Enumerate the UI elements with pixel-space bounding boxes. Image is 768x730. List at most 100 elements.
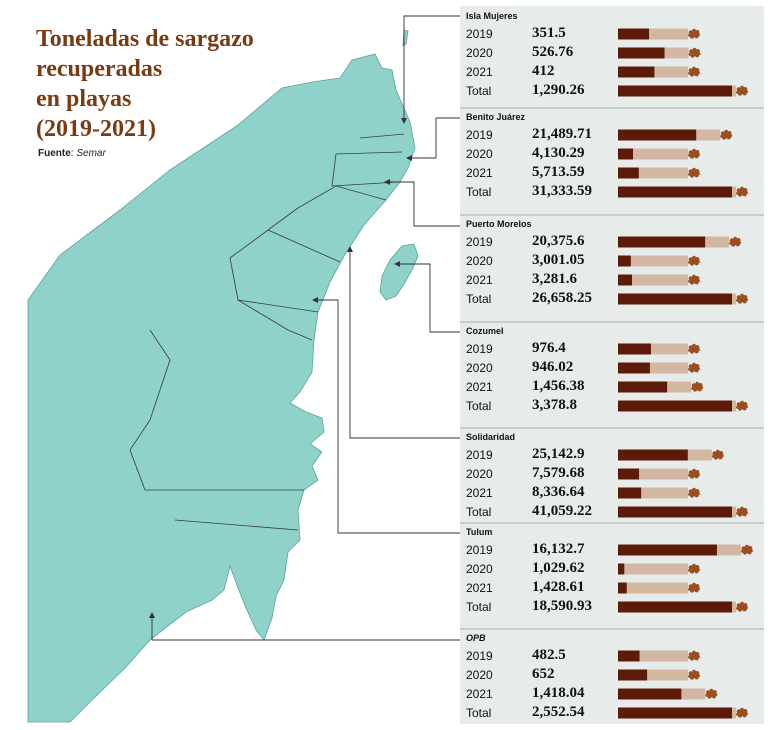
bar (618, 400, 732, 412)
year-label: 2020 (466, 46, 493, 60)
sargassum-blob-part (692, 563, 696, 568)
year-label: 2021 (466, 687, 493, 701)
year-label: 2020 (466, 467, 493, 481)
municipality-title: Isla Mujeres (466, 11, 518, 21)
sargassum-blob-part (736, 188, 741, 193)
sargassum-blob-part (736, 607, 739, 610)
value-label: 7,579.68 (532, 465, 585, 481)
sargassum-blob-part (738, 406, 742, 411)
bar (618, 688, 682, 700)
sargassum-blob-part (688, 261, 691, 264)
bar-track (618, 148, 688, 160)
sargassum-blob-part (695, 276, 700, 281)
sargassum-blob-part (695, 584, 700, 589)
sargassum-icon (688, 487, 700, 498)
sargassum-blob-part (736, 402, 741, 407)
sargassum-icon (691, 381, 704, 392)
bar (618, 582, 627, 594)
year-label: 2020 (466, 361, 493, 375)
value-label: 26,658.25 (532, 290, 592, 306)
sargassum-blob-part (698, 383, 703, 388)
sargassum-blob-part (690, 173, 694, 178)
sargassum-blob-part (692, 274, 696, 279)
sargassum-blob-part (707, 694, 712, 699)
sargassum-icon (688, 28, 700, 39)
sargassum-blob-part (688, 493, 691, 496)
year-label: 2021 (466, 581, 493, 595)
sargassum-blob-part (697, 153, 700, 157)
sargassum-blob-part (692, 28, 696, 33)
year-label: 2019 (466, 448, 493, 462)
sargassum-blob-part (745, 511, 748, 515)
value-label: 25,142.9 (532, 446, 585, 462)
year-label: 2021 (466, 380, 493, 394)
chart-title: Toneladas de sargazo recuperadas en play… (36, 24, 326, 144)
year-label: Total (466, 706, 492, 720)
source-label: Fuente (38, 148, 71, 159)
sargassum-blob-part (692, 343, 696, 348)
sargassum-blob-part (688, 68, 693, 73)
sargassum-blob-part (745, 298, 748, 302)
quintana-roo-map (27, 15, 460, 723)
sargassum-blob-part (688, 588, 691, 591)
value-label: 1,428.61 (532, 579, 585, 595)
value-label: 976.4 (532, 340, 566, 356)
municipality-title: OPB (466, 633, 486, 643)
sargassum-icon (688, 255, 700, 266)
sargassum-blob-part (690, 675, 694, 680)
sargassum-blob-part (690, 53, 695, 58)
sargassum-blob-part (714, 693, 718, 697)
leader-lines (151, 15, 460, 641)
sargassum-blob-part (743, 402, 748, 407)
value-label: 8,336.64 (532, 484, 585, 500)
sargassum-blob-part (740, 400, 744, 405)
sargassum-icon (688, 47, 701, 58)
sargassum-blob-part (688, 489, 693, 494)
sargassum-blob-part (695, 565, 700, 570)
sargassum-blob-part (705, 690, 711, 695)
sargassum-icon (688, 167, 700, 178)
sargassum-blob-part (690, 280, 694, 285)
value-label: 1,418.04 (532, 685, 585, 701)
sargassum-blob-part (736, 713, 739, 716)
value-label: 946.02 (532, 359, 574, 375)
title-line: Toneladas de sargazo (36, 26, 254, 52)
bar (618, 601, 732, 613)
sargassum-blob-part (689, 49, 694, 54)
year-label: 2020 (466, 147, 493, 161)
sargassum-blob-part (695, 671, 700, 676)
sargassum-blob-part (688, 656, 691, 659)
sargassum-blob-part (688, 154, 691, 157)
value-label: 412 (532, 63, 555, 79)
value-label: 16,132.7 (532, 541, 585, 557)
sargassum-blob-part (750, 549, 753, 553)
sargassum-blob-part (690, 569, 694, 574)
sargassum-blob-part (688, 276, 693, 281)
bar-track (618, 487, 688, 499)
sargassum-blob-part (688, 652, 693, 657)
sargassum-blob-part (692, 66, 696, 71)
bar (618, 28, 650, 40)
sargassum-blob-part (688, 30, 693, 35)
bar-track (618, 669, 688, 681)
sargassum-blob-part (736, 709, 741, 714)
sargassum-blob-part (727, 131, 732, 136)
sargassum-icon (688, 669, 700, 680)
bar-track (618, 362, 688, 374)
bar-track (618, 563, 688, 575)
bar (618, 449, 688, 461)
sargassum-blob-part (695, 489, 700, 494)
bar-track (618, 167, 688, 179)
sargassum-blob-part (697, 568, 700, 572)
bar (618, 343, 651, 355)
sargassum-blob-part (697, 279, 700, 283)
bar (618, 381, 668, 393)
sargassum-blob-part (742, 550, 747, 555)
title-line: en playas (36, 86, 132, 112)
sargassum-blob-part (695, 345, 700, 350)
sargassum-blob-part (738, 713, 742, 718)
sargassum-blob-part (695, 169, 700, 174)
sargassum-blob-part (740, 293, 744, 298)
sargassum-blob-part (700, 386, 704, 390)
sargassum-blob-part (695, 150, 700, 155)
